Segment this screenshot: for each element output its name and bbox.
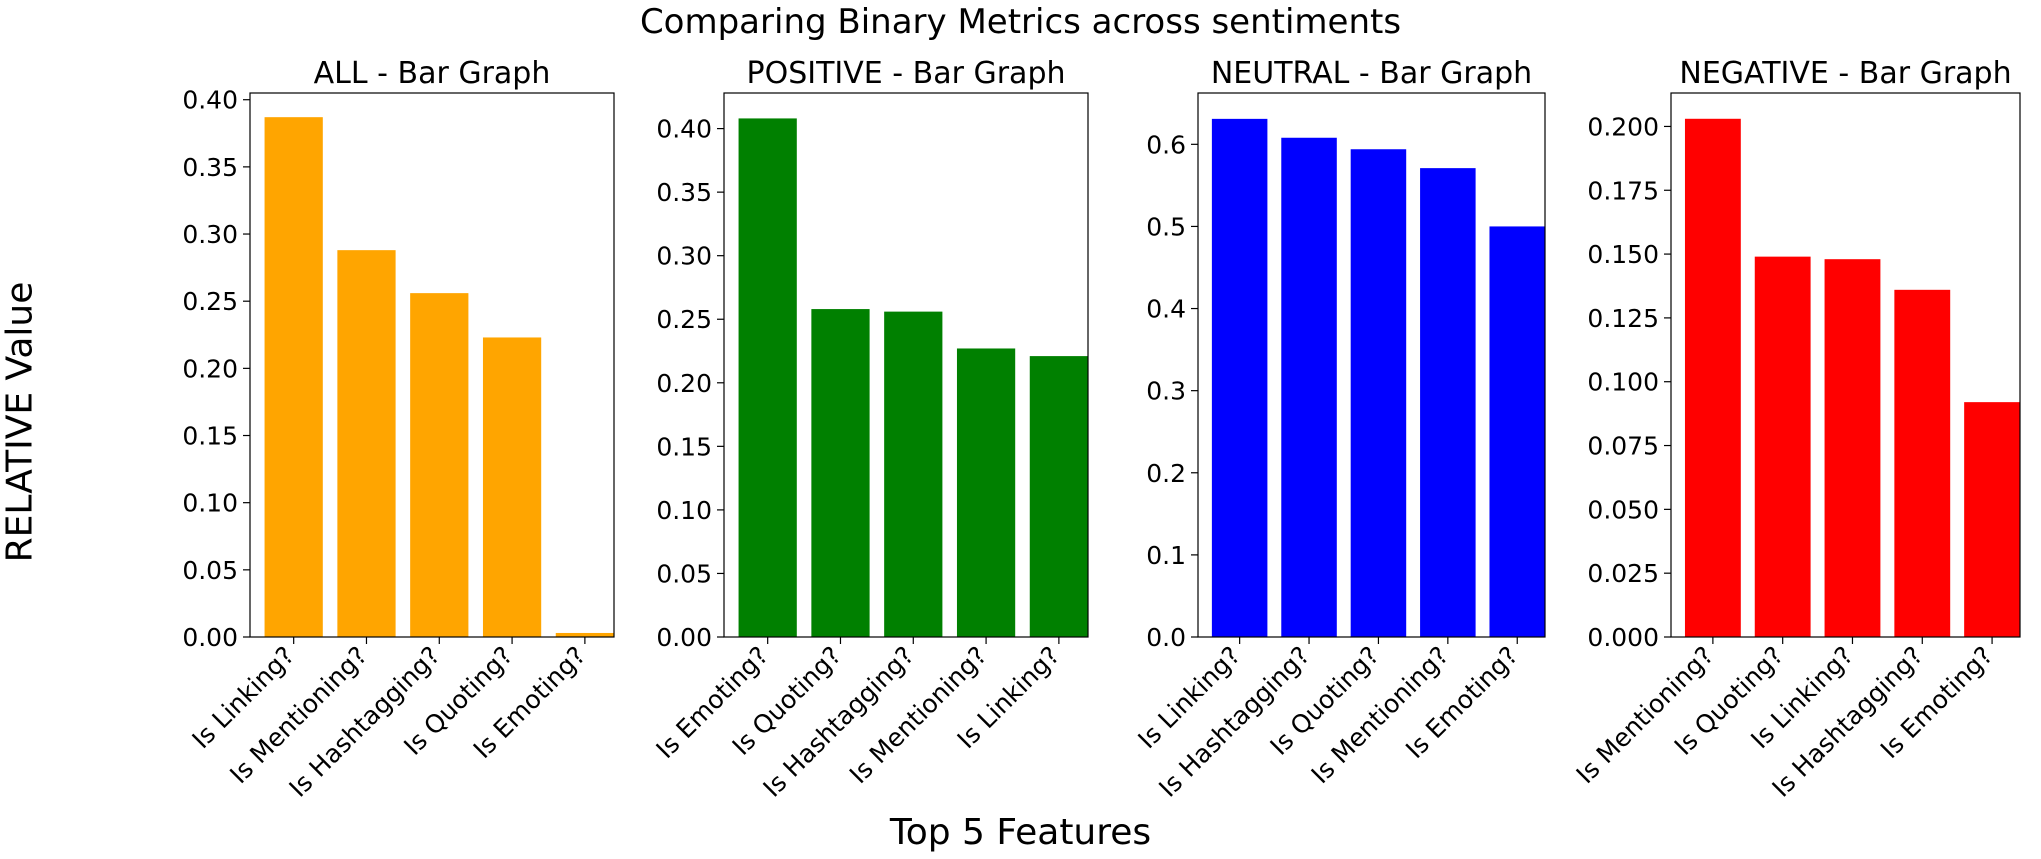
bar [811, 309, 870, 637]
bar [482, 337, 542, 637]
bar [1964, 402, 2020, 637]
bar [1029, 356, 1088, 637]
y-tick-label: 0.20 [182, 354, 238, 383]
y-tick-label: 0.150 [1587, 240, 1659, 269]
bar [884, 311, 943, 637]
bar [1420, 168, 1476, 637]
y-tick-label: 0.1 [1146, 541, 1186, 570]
y-tick-label: 0.25 [656, 305, 712, 334]
bar [1211, 118, 1268, 637]
y-tick-label: 0.35 [182, 153, 238, 182]
y-tick-label: 0.3 [1146, 377, 1186, 406]
bar [1281, 137, 1337, 637]
bar [555, 632, 614, 637]
bar [264, 117, 323, 637]
plot-frame [723, 92, 1089, 638]
y-tick-label: 0.05 [182, 556, 238, 585]
y-tick-label: 0.100 [1587, 368, 1659, 397]
bar [410, 293, 469, 637]
y-tick-label: 0.025 [1587, 559, 1659, 588]
bar [337, 250, 396, 637]
y-tick-label: 0.05 [656, 559, 712, 588]
y-tick-label: 0.35 [656, 178, 712, 207]
figure-title: Comparing Binary Metrics across sentimen… [639, 2, 1402, 42]
plot-frame [1197, 92, 1546, 638]
y-tick-label: 0.050 [1587, 495, 1659, 524]
figure-x-axis-label: Top 5 Features [889, 812, 1152, 853]
y-tick-label: 0.4 [1146, 295, 1186, 324]
chart-title: NEGATIVE - Bar Graph [1679, 56, 2011, 91]
bar [1489, 226, 1545, 637]
y-tick-label: 0.2 [1146, 459, 1186, 488]
plot-frame [249, 92, 615, 638]
y-tick-label: 0.25 [182, 287, 238, 316]
bar [1824, 259, 1881, 637]
y-tick-label: 0.0 [1146, 623, 1186, 652]
bar [1350, 149, 1407, 637]
plot-frame [1670, 92, 2021, 638]
chart-title: NEUTRAL - Bar Graph [1211, 56, 1532, 91]
y-tick-label: 0.40 [182, 86, 238, 115]
figure-y-axis-label: RELATIVE Value [0, 281, 41, 563]
bar [1684, 118, 1741, 637]
y-tick-label: 0.20 [656, 369, 712, 398]
y-tick-label: 0.10 [656, 496, 712, 525]
y-tick-label: 0.00 [182, 623, 238, 652]
y-tick-label: 0.10 [182, 489, 238, 518]
y-tick-label: 0.30 [656, 242, 712, 271]
y-tick-label: 0.125 [1587, 304, 1659, 333]
bar [738, 118, 797, 638]
bar [956, 348, 1016, 637]
y-tick-label: 0.5 [1146, 212, 1186, 241]
y-tick-label: 0.6 [1146, 130, 1186, 159]
y-tick-label: 0.000 [1587, 623, 1659, 652]
y-tick-label: 0.00 [656, 623, 712, 652]
y-tick-label: 0.40 [656, 115, 712, 144]
bar [1894, 289, 1951, 637]
y-tick-label: 0.15 [182, 422, 238, 451]
chart-title: POSITIVE - Bar Graph [747, 56, 1066, 91]
y-tick-label: 0.075 [1587, 432, 1659, 461]
y-tick-label: 0.30 [182, 220, 238, 249]
y-tick-label: 0.15 [656, 432, 712, 461]
chart-title: ALL - Bar Graph [314, 56, 551, 91]
bar [1754, 256, 1811, 637]
y-tick-label: 0.175 [1587, 176, 1659, 205]
y-tick-label: 0.200 [1587, 112, 1659, 141]
